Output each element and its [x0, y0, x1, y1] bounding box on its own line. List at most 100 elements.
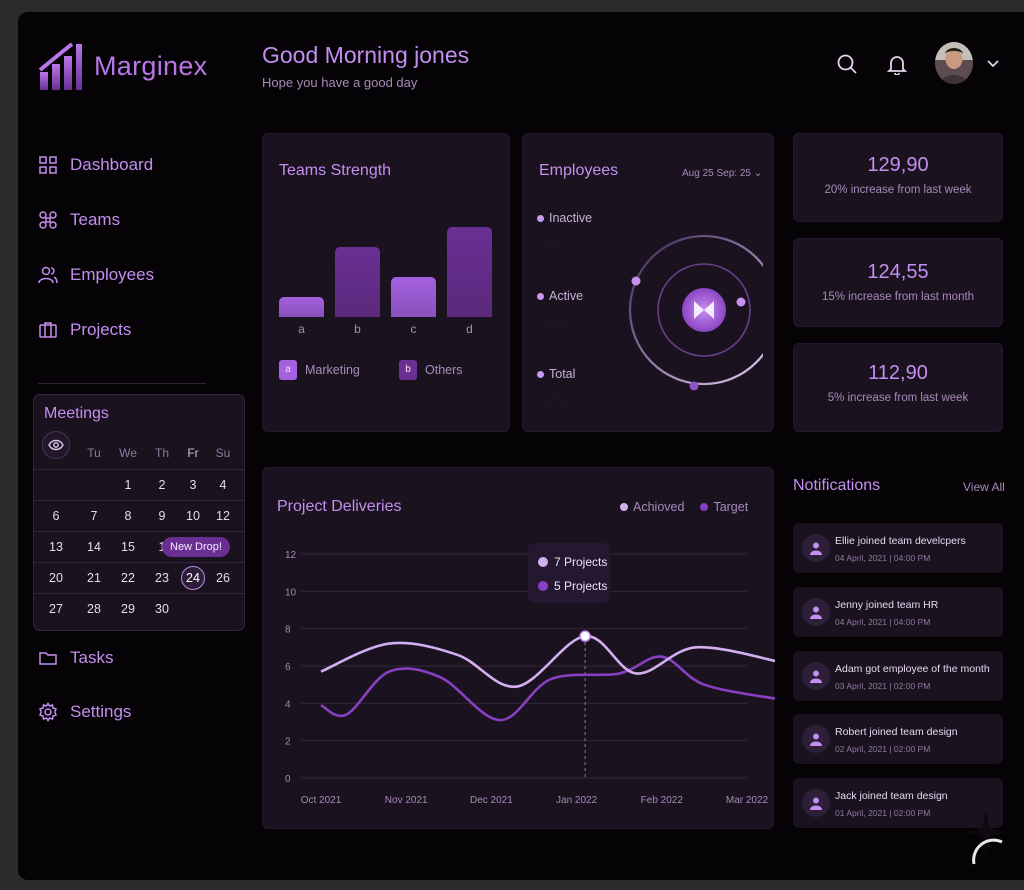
- briefcase-icon: [39, 322, 57, 338]
- stat-card: 112,90 5% increase from last week: [793, 343, 1003, 432]
- notification-item[interactable]: Jack joined team design 01 April, 2021 | …: [793, 778, 1003, 828]
- emp-stat-label: Inactive: [537, 211, 592, 225]
- series-line-target[interactable]: [320, 655, 775, 722]
- nav-dashboard[interactable]: Dashboard: [38, 155, 153, 175]
- calendar-day[interactable]: 30: [155, 602, 169, 616]
- notification-item[interactable]: Robert joined team design 02 April, 2021 …: [793, 714, 1003, 764]
- calendar-day[interactable]: 23: [155, 571, 169, 585]
- notification-text: Jack joined team design: [835, 790, 948, 802]
- y-tick-label: 2: [285, 737, 291, 748]
- notification-time: 01 April, 2021 | 02:00 PM: [835, 808, 931, 818]
- notification-item[interactable]: Adam got employee of the month 03 April, …: [793, 651, 1003, 701]
- bar-b[interactable]: [335, 247, 380, 317]
- tooltip-value: 5 Projects: [554, 579, 608, 593]
- nav-tasks[interactable]: Tasks: [38, 648, 113, 668]
- notifications-title: Notifications: [793, 477, 881, 494]
- stat-value: 129,90: [867, 154, 929, 176]
- bar-a[interactable]: [279, 297, 324, 317]
- calendar-day[interactable]: 1: [124, 478, 132, 492]
- chart-tooltip: 7 Projects 5 Projects: [528, 543, 610, 603]
- sparkle-icon: [968, 810, 1004, 865]
- legend-dot: [700, 503, 709, 511]
- x-tick-label: Feb 2022: [641, 795, 684, 806]
- stat-value: 112,90: [868, 362, 928, 384]
- bar-category-label: b: [354, 322, 361, 336]
- notification-item[interactable]: Ellie joined team develcpers 04 April, 20…: [793, 523, 1003, 573]
- calendar-week-row: 6 7 8 9 10 12: [34, 500, 244, 530]
- chevron-down-icon[interactable]: [986, 56, 1000, 70]
- calendar-day[interactable]: 2: [158, 478, 166, 492]
- calendar-day[interactable]: 9: [158, 509, 166, 523]
- series-line-achioved[interactable]: [320, 634, 775, 688]
- view-all-link[interactable]: View All: [963, 480, 1005, 494]
- deliveries-line-chart[interactable]: 0 2 4 6 8 10 12 Oct 2021 Nov 2021 Dec 2021 Jan 202…: [263, 468, 775, 830]
- employees-title: Employees: [539, 162, 619, 179]
- calendar-day[interactable]: 26: [216, 571, 230, 585]
- eye-toggle-button[interactable]: [42, 431, 70, 459]
- nav-projects-label: Projects: [70, 320, 132, 339]
- nav-tasks-label: Tasks: [70, 648, 114, 667]
- calendar-day-today[interactable]: 24: [181, 566, 205, 590]
- legend-label: Others: [425, 363, 463, 377]
- user-icon: [802, 598, 830, 626]
- date-range-dropdown[interactable]: Aug 25 Sep: 25 ⌄: [682, 168, 763, 179]
- nav-projects[interactable]: Projects: [38, 320, 131, 340]
- nav-settings[interactable]: Settings: [38, 702, 131, 722]
- x-tick-label: Mar 2022: [726, 795, 769, 806]
- app-logo[interactable]: Marginex: [38, 40, 207, 92]
- calendar-day[interactable]: 1: [147, 532, 177, 562]
- y-tick-label: 0: [285, 774, 291, 785]
- employees-card: Employees Aug 25 Sep: 25 ⌄ Inactive 254 …: [522, 133, 774, 432]
- calendar-day[interactable]: 14: [87, 540, 101, 554]
- calendar-day[interactable]: 15: [121, 540, 135, 554]
- search-icon[interactable]: [836, 53, 858, 75]
- bar-c[interactable]: [391, 277, 436, 317]
- nav-teams[interactable]: Teams: [38, 210, 120, 230]
- bell-icon[interactable]: [886, 53, 908, 75]
- calendar-day[interactable]: 29: [121, 602, 135, 616]
- calendar-event-tooltip[interactable]: New Drop!: [162, 537, 230, 557]
- calendar-week-row: 20 21 22 23 24 26: [34, 562, 244, 592]
- bar-d[interactable]: [447, 227, 492, 317]
- hover-point[interactable]: [579, 630, 591, 642]
- notification-time: 04 April, 2021 | 04:00 PM: [835, 617, 931, 627]
- calendar-weekday-row: Tu We Th Fr Su: [34, 438, 244, 468]
- calendar-day[interactable]: 21: [87, 571, 101, 585]
- notification-item[interactable]: Jenny joined team HR 04 April, 2021 | 04:…: [793, 587, 1003, 637]
- stat-value: 124,55: [867, 261, 929, 283]
- project-deliveries-card: Project Deliveries Achioved Target 0 2 4 6 8…: [262, 467, 775, 830]
- legend-dot: [620, 503, 628, 511]
- user-icon: [802, 534, 830, 562]
- calendar-day[interactable]: 4: [219, 478, 227, 492]
- nav-employees[interactable]: Employees: [38, 265, 154, 285]
- calendar-day[interactable]: 20: [49, 571, 63, 585]
- calendar-day[interactable]: 13: [49, 540, 63, 554]
- page-title: Good Morning jones: [262, 42, 470, 68]
- notification-text: Ellie joined team develcpers: [835, 535, 966, 547]
- chart-legend: Achioved Target: [620, 500, 748, 514]
- stat-description: 15% increase from last month: [821, 291, 975, 303]
- calendar-day[interactable]: 12: [216, 509, 230, 523]
- y-tick-label: 6: [285, 662, 291, 673]
- meetings-calendar: Meetings Tu We Th Fr Su 1 2 3 4 6 7 8 9 10 12 13 14…: [33, 394, 245, 631]
- nav-divider: [38, 383, 206, 384]
- calendar-day[interactable]: 10: [186, 509, 200, 523]
- calendar-day[interactable]: 8: [124, 509, 132, 523]
- user-icon: [802, 725, 830, 753]
- bar-category-label: a: [298, 322, 305, 336]
- dashboard-app: Marginex Dashboard Teams Employees Proje…: [18, 12, 1024, 880]
- y-tick-label: 10: [285, 587, 297, 598]
- calendar-day[interactable]: 6: [52, 509, 60, 523]
- notification-text: Robert joined team design: [835, 726, 958, 738]
- calendar-day[interactable]: 28: [87, 602, 101, 616]
- emp-stat-label: Active: [537, 289, 583, 303]
- users-icon: [38, 266, 58, 284]
- emp-stat-label: Total: [537, 367, 575, 381]
- weekday-label: Fr: [187, 446, 199, 460]
- calendar-day[interactable]: 7: [90, 509, 98, 523]
- avatar[interactable]: [935, 42, 973, 84]
- calendar-day[interactable]: 3: [189, 478, 197, 492]
- calendar-day[interactable]: 22: [121, 571, 135, 585]
- calendar-day[interactable]: 27: [49, 602, 63, 616]
- teams-strength-title: Teams Strength: [279, 162, 392, 179]
